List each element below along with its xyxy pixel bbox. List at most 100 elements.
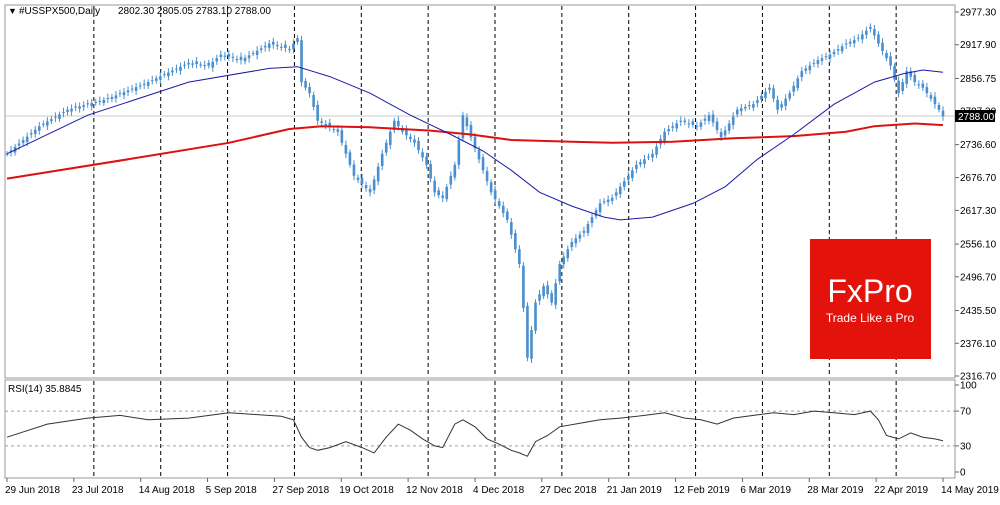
candle-body <box>263 45 267 48</box>
candle-body <box>340 130 344 143</box>
candle-body <box>667 128 670 132</box>
candle-body <box>364 185 368 189</box>
candle-body <box>284 44 287 48</box>
candle-body <box>122 92 126 96</box>
candle-body <box>703 118 707 121</box>
candle-body <box>211 61 215 68</box>
candle-body <box>852 39 856 44</box>
rsi-y-tick-label: 0 <box>960 468 966 479</box>
candle-body <box>409 136 412 140</box>
rsi-panel: RSI(14) 35.8845 <box>4 379 956 479</box>
candle-body <box>191 63 194 65</box>
ma-fast-line <box>6 66 944 221</box>
candle-body <box>598 203 602 213</box>
candle-body <box>719 132 723 138</box>
candle-body <box>54 116 57 118</box>
candle-body <box>800 71 804 78</box>
candle-body <box>280 46 283 48</box>
candle-body <box>94 101 98 103</box>
y-tick-label: 2977.30 <box>960 8 997 19</box>
candle-body <box>461 115 465 139</box>
candle-body <box>622 181 626 187</box>
chart-title: #USSPX500,Daily <box>19 6 100 17</box>
x-tick-label: 6 Mar 2019 <box>740 485 791 496</box>
candle-body <box>530 330 533 359</box>
candle-body <box>203 65 207 67</box>
candle-body <box>336 129 340 132</box>
candle-body <box>255 50 259 56</box>
logo-text: FxPro <box>827 273 912 309</box>
candle-body <box>195 61 198 64</box>
candle-body <box>485 171 489 182</box>
main-panel-frame <box>4 4 956 379</box>
candle-body <box>21 140 25 143</box>
candle-body <box>937 104 941 110</box>
candle-body <box>933 96 937 105</box>
y-tick-label: 2676.70 <box>960 173 997 184</box>
candle-body <box>50 119 53 122</box>
candle-body <box>788 93 792 99</box>
candle-body <box>417 140 420 151</box>
candle-body <box>372 179 376 191</box>
rsi-title: RSI(14) 35.8845 <box>8 384 82 395</box>
candle-body <box>578 234 582 239</box>
candle-body <box>146 82 150 86</box>
candle-body <box>526 305 529 358</box>
candle-body <box>292 43 295 50</box>
candle-body <box>820 58 824 61</box>
rsi-y-tick-label: 30 <box>960 441 972 452</box>
candle-body <box>885 53 888 59</box>
candle-body <box>352 164 356 176</box>
candle-body <box>158 76 162 80</box>
candle-body <box>509 222 513 235</box>
candle-body <box>748 105 751 107</box>
candle-body <box>425 156 428 165</box>
y-tick-label: 2736.60 <box>960 140 997 151</box>
candle-body <box>98 100 102 102</box>
candle-body <box>449 175 453 185</box>
candle-body <box>275 45 279 47</box>
x-tick-label: 23 Jul 2018 <box>72 485 124 496</box>
candle-body <box>433 180 436 193</box>
candle-body <box>453 164 457 178</box>
candle-body <box>671 126 675 128</box>
candle-body <box>570 241 574 248</box>
candle-body <box>881 42 884 51</box>
candle-body <box>150 80 154 82</box>
candle-body <box>639 162 642 165</box>
x-tick-label: 14 Aug 2018 <box>139 485 196 496</box>
candle-body <box>840 46 844 52</box>
candle-body <box>893 66 896 80</box>
candle-body <box>163 74 166 76</box>
candle-body <box>848 41 852 44</box>
candle-body <box>437 190 441 196</box>
y-tick-label: 2556.10 <box>960 240 997 251</box>
candle-body <box>643 159 646 164</box>
candle-body <box>663 131 666 141</box>
candle-body <box>413 139 416 143</box>
candle-body <box>812 62 816 64</box>
x-tick-label: 12 Feb 2019 <box>674 485 731 496</box>
x-tick-label: 27 Sep 2018 <box>272 485 329 496</box>
candle-body <box>856 37 860 39</box>
candle-body <box>925 87 929 94</box>
candle-body <box>380 153 384 167</box>
logo-background <box>810 239 931 359</box>
candle-body <box>489 182 493 193</box>
candle-body <box>142 83 146 85</box>
candle-body <box>90 103 94 107</box>
candle-body <box>764 91 767 98</box>
candle-body <box>376 166 380 182</box>
candle-body <box>913 74 917 83</box>
x-tick-label: 5 Sep 2018 <box>206 485 258 496</box>
rsi-y-tick-label: 70 <box>960 407 972 418</box>
y-tick-label: 2856.75 <box>960 74 997 85</box>
candle-body <box>227 54 231 57</box>
candle-body <box>271 41 275 45</box>
candle-body <box>267 43 271 49</box>
candle-body <box>739 108 743 112</box>
candle-body <box>586 224 590 234</box>
x-tick-label: 28 Mar 2019 <box>807 485 864 496</box>
candle-body <box>844 43 848 45</box>
